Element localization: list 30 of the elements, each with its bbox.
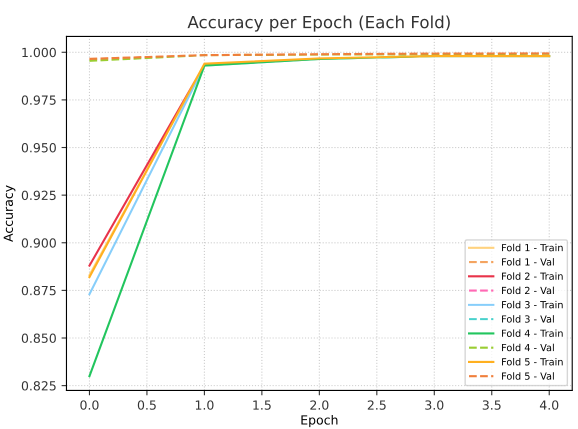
legend-label: Fold 4 - Val [502, 344, 554, 352]
x-tick-label: 4.0 [540, 400, 558, 410]
legend-label: Fold 5 - Train [502, 358, 563, 366]
y-tick-label: 0.925 [22, 190, 56, 200]
x-tick-label: 0.5 [138, 400, 156, 410]
y-tick-label: 0.950 [22, 142, 56, 152]
x-tick-label: 2.0 [310, 400, 328, 410]
legend-label: Fold 1 - Val [502, 258, 554, 266]
x-tick-label: 2.5 [368, 400, 386, 410]
legend-label: Fold 2 - Train [502, 272, 563, 280]
legend-label: Fold 3 - Train [502, 300, 563, 308]
y-tick-label: 1.000 [22, 48, 56, 58]
y-tick-label: 0.850 [22, 333, 56, 343]
x-axis-title: Epoch [301, 414, 338, 428]
y-axis-title: Accuracy [4, 185, 16, 242]
y-tick-label: 0.975 [22, 95, 56, 105]
x-tick-label: 1.5 [253, 400, 271, 410]
y-tick-label: 0.900 [22, 238, 56, 248]
legend-label: Fold 5 - Val [502, 372, 554, 380]
legend-label: Fold 2 - Val [502, 286, 554, 294]
legend-label: Fold 3 - Val [502, 315, 554, 323]
y-tick-label: 0.825 [22, 381, 56, 391]
x-tick-label: 3.0 [425, 400, 444, 410]
legend-label: Fold 4 - Train [502, 329, 563, 337]
x-tick-label: 0.0 [80, 400, 99, 410]
chart-title: Accuracy per Epoch (Each Fold) [188, 15, 450, 32]
legend-label: Fold 1 - Train [502, 244, 563, 252]
x-tick-label: 1.0 [196, 400, 214, 410]
x-tick-label: 3.5 [482, 400, 501, 410]
y-tick-label: 0.875 [22, 286, 56, 296]
